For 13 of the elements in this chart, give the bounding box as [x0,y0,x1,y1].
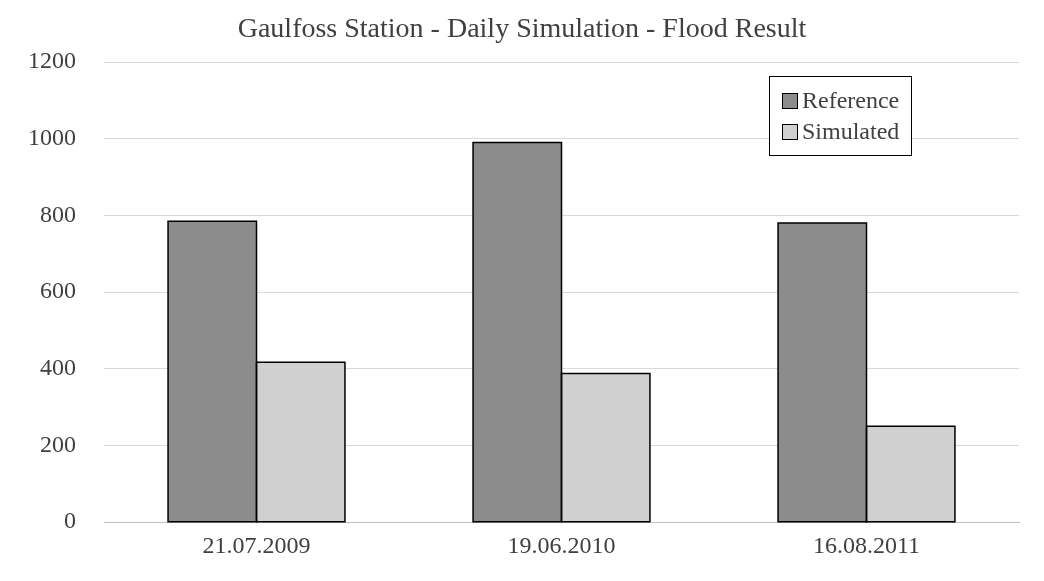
y-tick-label: 1200 [28,47,76,74]
x-tick-label: 19.06.2010 [507,531,616,558]
y-tick-label: 400 [40,354,76,381]
x-tick-label: 16.08.2011 [812,531,921,558]
y-tick-label: 200 [40,430,76,457]
y-tick-label: 1000 [28,124,76,150]
y-tick-label: 800 [40,200,76,227]
x-tick-label: 21.07.2009 [202,531,311,558]
legend-label: Reference [802,87,900,114]
legend-label: Simulated [802,118,900,145]
y-tick-label: 0 [64,507,76,534]
chart-title: Gaulfoss Station - Daily Simulation - Flood Result [236,12,808,44]
y-tick-label: 600 [40,277,76,304]
